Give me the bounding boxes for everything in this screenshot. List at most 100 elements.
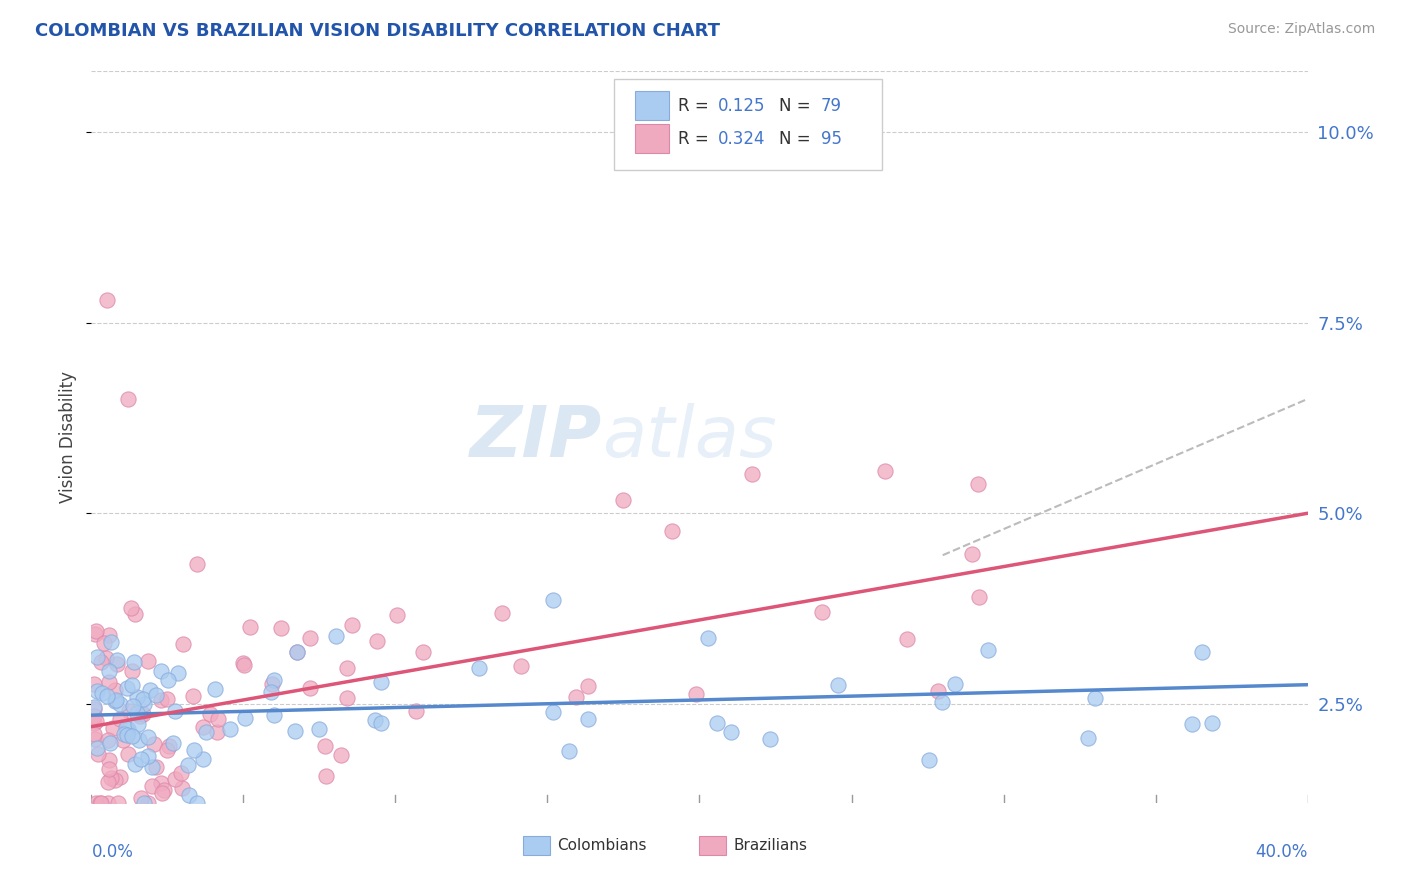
Point	[232, 656, 254, 670]
Point	[370, 675, 392, 690]
Point	[117, 392, 139, 406]
Point	[468, 660, 491, 674]
Point	[340, 618, 363, 632]
Point	[152, 783, 174, 797]
Point	[83, 727, 105, 741]
Point	[896, 632, 918, 646]
Point	[100, 772, 122, 786]
Point	[104, 694, 127, 708]
Point	[136, 748, 159, 763]
Point	[121, 664, 143, 678]
Point	[330, 747, 353, 762]
Point	[177, 757, 200, 772]
Text: R =: R =	[678, 96, 714, 115]
Point	[697, 631, 720, 645]
Point	[84, 796, 107, 810]
Point	[117, 704, 139, 718]
Point	[131, 707, 153, 722]
Text: Colombians: Colombians	[557, 838, 647, 854]
Point	[364, 714, 387, 728]
Point	[299, 681, 322, 696]
Point	[412, 645, 434, 659]
Point	[111, 733, 134, 747]
Point	[86, 740, 108, 755]
Point	[97, 775, 120, 789]
Point	[156, 743, 179, 757]
Point	[84, 732, 107, 747]
Point	[83, 700, 105, 714]
FancyBboxPatch shape	[636, 91, 669, 120]
Point	[156, 673, 179, 688]
Point	[86, 684, 108, 698]
Point	[186, 796, 208, 810]
Point	[183, 743, 205, 757]
Point	[260, 685, 283, 699]
Point	[121, 678, 143, 692]
Point	[132, 697, 155, 711]
Point	[204, 681, 226, 696]
Point	[91, 686, 114, 700]
Point	[207, 724, 229, 739]
Point	[263, 708, 285, 723]
Point	[720, 725, 742, 739]
Point	[385, 608, 408, 623]
Point	[114, 727, 136, 741]
Point	[83, 708, 105, 723]
Point	[558, 744, 581, 758]
Point	[141, 779, 163, 793]
Point	[93, 636, 115, 650]
Point	[1201, 715, 1223, 730]
Point	[138, 653, 160, 667]
Point	[1181, 717, 1204, 731]
Point	[127, 706, 149, 720]
Point	[335, 691, 357, 706]
Point	[977, 642, 1000, 657]
Text: R =: R =	[678, 129, 714, 148]
Point	[314, 739, 336, 754]
Point	[98, 627, 121, 641]
Point	[810, 605, 832, 619]
Text: 0.0%: 0.0%	[91, 843, 134, 861]
Point	[89, 796, 111, 810]
Point	[110, 712, 132, 726]
Point	[129, 752, 152, 766]
Point	[127, 690, 149, 704]
Point	[370, 716, 392, 731]
Point	[741, 467, 763, 482]
Point	[685, 687, 707, 701]
Point	[270, 621, 292, 635]
Point	[149, 692, 172, 706]
Point	[166, 666, 188, 681]
Text: 0.125: 0.125	[717, 96, 765, 115]
Point	[967, 477, 990, 491]
Point	[661, 524, 683, 539]
Point	[97, 675, 120, 690]
Point	[576, 680, 599, 694]
Point	[107, 796, 129, 810]
Point	[564, 690, 586, 704]
Point	[129, 791, 152, 805]
FancyBboxPatch shape	[636, 124, 669, 153]
Point	[134, 796, 156, 810]
Point	[191, 720, 214, 734]
Text: 79: 79	[821, 96, 842, 115]
Point	[543, 706, 565, 720]
Point	[115, 727, 138, 741]
Point	[170, 765, 193, 780]
Point	[124, 607, 146, 622]
Point	[239, 620, 262, 634]
Point	[207, 712, 229, 726]
Point	[96, 651, 118, 665]
FancyBboxPatch shape	[614, 78, 882, 170]
Point	[1191, 645, 1213, 659]
Text: N =: N =	[779, 96, 815, 115]
Point	[491, 606, 513, 620]
Point	[141, 759, 163, 773]
Point	[758, 731, 780, 746]
Point	[917, 753, 939, 767]
Point	[115, 721, 138, 735]
Text: Brazilians: Brazilians	[734, 838, 807, 854]
Point	[827, 678, 849, 692]
Point	[962, 547, 984, 561]
Point	[177, 789, 200, 803]
